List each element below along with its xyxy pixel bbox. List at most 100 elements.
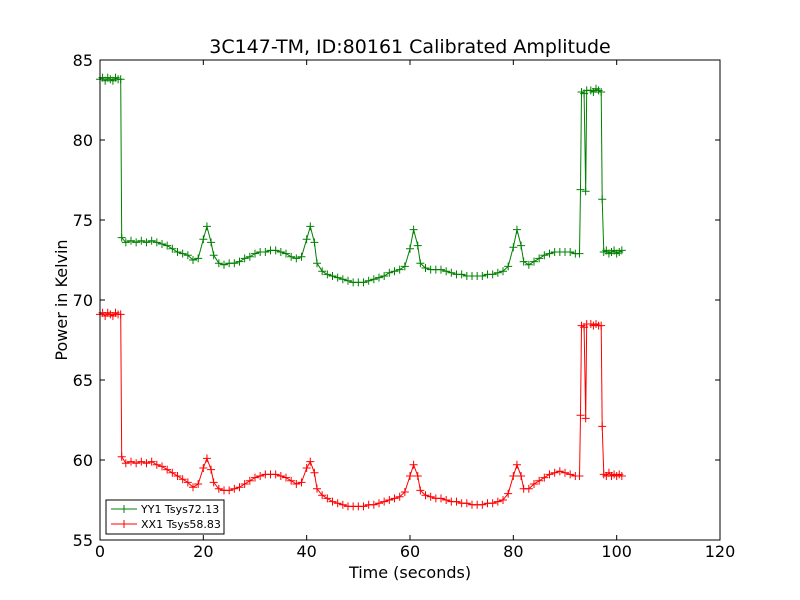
- data-point-marker: [313, 484, 321, 493]
- data-point-marker: [375, 273, 383, 282]
- data-point-marker: [576, 185, 585, 194]
- data-point-marker: [158, 240, 166, 248]
- x-tick-label: 0: [95, 542, 105, 561]
- data-point-marker: [395, 492, 404, 501]
- data-point-marker: [395, 265, 404, 274]
- data-point-marker: [214, 484, 223, 493]
- data-point-marker: [127, 457, 135, 466]
- data-point-marker: [142, 238, 151, 247]
- data-point-marker: [566, 470, 575, 479]
- plot-frame: [99, 59, 721, 541]
- data-point-marker: [318, 491, 327, 500]
- data-point-marker: [617, 246, 626, 255]
- data-point-marker: [442, 267, 451, 276]
- data-point-marker: [292, 254, 301, 263]
- data-point-marker: [225, 486, 234, 495]
- data-point-marker: [189, 483, 197, 492]
- data-point-marker: [240, 254, 249, 263]
- data-point-marker: [437, 265, 445, 274]
- data-point-marker: [292, 480, 301, 488]
- data-point-marker: [142, 459, 151, 468]
- y-tick-label: 70: [73, 291, 93, 310]
- data-point-marker: [163, 465, 172, 474]
- data-point-marker: [261, 248, 270, 256]
- legend-label: XX1 Tsys58.83: [141, 518, 221, 531]
- data-point-marker: [287, 476, 296, 485]
- y-tick-label: 55: [73, 531, 93, 550]
- plot-area: [96, 73, 626, 511]
- data-point-marker: [137, 457, 146, 466]
- chart-title: 3C147-TM, ID:80161 Calibrated Amplitude: [209, 36, 611, 58]
- data-point-marker: [561, 468, 569, 477]
- data-point-marker: [390, 267, 399, 276]
- series-2: [96, 308, 626, 511]
- data-point-marker: [519, 257, 528, 266]
- data-point-marker: [297, 252, 306, 261]
- data-point-marker: [230, 484, 239, 493]
- data-point-marker: [535, 254, 544, 263]
- legend-label: YY1 Tsys72.13: [140, 503, 219, 516]
- data-point-marker: [306, 222, 315, 231]
- data-point-marker: [271, 470, 280, 479]
- data-point-marker: [421, 264, 430, 272]
- data-point-marker: [452, 497, 461, 506]
- data-point-marker: [344, 276, 352, 285]
- data-point-marker: [369, 500, 378, 509]
- data-point-marker: [121, 459, 130, 468]
- data-point-marker: [597, 88, 606, 96]
- data-point-marker: [364, 276, 373, 285]
- data-point-marker: [276, 248, 285, 256]
- data-point-marker: [202, 222, 211, 231]
- data-point-marker: [147, 457, 156, 466]
- data-point-marker: [328, 497, 337, 506]
- data-point-marker: [121, 238, 130, 247]
- data-point-marker: [173, 472, 182, 480]
- data-point-marker: [493, 497, 502, 506]
- data-point-marker: [163, 241, 172, 250]
- data-point-marker: [493, 268, 502, 277]
- data-point-marker: [517, 241, 526, 250]
- data-point-marker: [178, 475, 187, 484]
- y-tick-label: 85: [73, 51, 93, 70]
- data-point-marker: [158, 462, 166, 471]
- data-point-marker: [555, 467, 564, 476]
- data-point-marker: [202, 454, 211, 463]
- legend-box: [105, 499, 225, 535]
- data-point-marker: [256, 472, 265, 480]
- x-tick-label: 120: [705, 542, 736, 561]
- data-point-marker: [550, 468, 559, 477]
- data-point-marker: [617, 472, 626, 480]
- data-point-marker: [380, 497, 389, 506]
- data-point-marker: [302, 235, 311, 244]
- data-point-marker: [566, 248, 575, 256]
- data-point-marker: [504, 489, 513, 498]
- data-point-marker: [338, 275, 347, 284]
- data-point-marker: [517, 472, 526, 480]
- data-point-marker: [251, 249, 259, 258]
- data-point-marker: [194, 254, 203, 263]
- data-point-marker: [530, 257, 538, 266]
- data-point-marker: [409, 460, 418, 469]
- data-point-marker: [406, 244, 414, 253]
- axis-ticks: 0 20 40 60 80 100 120 55 60 65 70 75 80 85: [73, 51, 736, 561]
- data-point-marker: [199, 235, 208, 244]
- data-point-marker: [152, 238, 161, 247]
- data-point-marker: [413, 241, 422, 250]
- data-point-marker: [385, 496, 394, 504]
- data-point-marker: [400, 488, 409, 496]
- data-point-marker: [509, 472, 518, 480]
- legend-marker-swatch: [120, 520, 128, 528]
- data-point-marker: [390, 494, 399, 503]
- data-point-marker: [173, 248, 182, 256]
- data-point-marker: [282, 473, 290, 482]
- data-point-marker: [207, 238, 216, 247]
- data-point-marker: [235, 483, 244, 492]
- data-point-marker: [400, 262, 409, 271]
- legend-marker-swatch: [120, 505, 128, 513]
- x-tick-label: 100: [601, 542, 632, 561]
- data-point-marker: [426, 492, 435, 501]
- data-point-marker: [220, 260, 228, 269]
- data-point-marker: [488, 270, 497, 279]
- data-point-marker: [575, 472, 584, 480]
- data-point-marker: [214, 259, 223, 268]
